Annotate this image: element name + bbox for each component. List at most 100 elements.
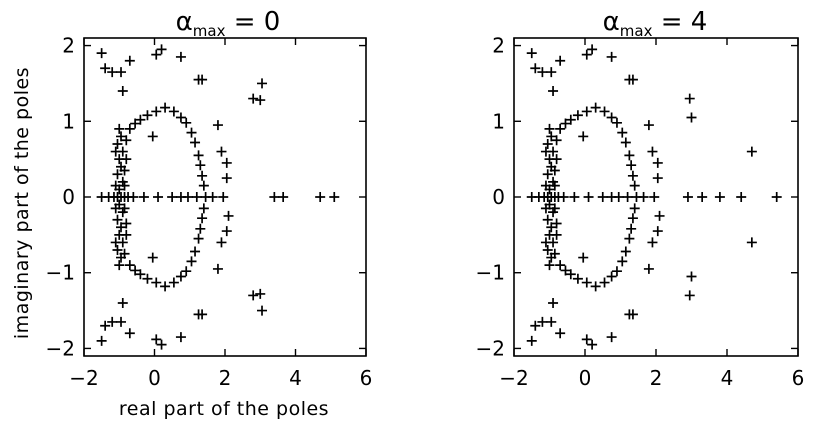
pole-point bbox=[124, 123, 135, 134]
pole-point bbox=[617, 127, 628, 138]
pole-point bbox=[329, 192, 340, 202]
pole-point bbox=[168, 277, 179, 288]
pole-point bbox=[167, 192, 178, 202]
pole-point bbox=[629, 203, 640, 214]
tick-labels-right: −2 0 2 4 6 −2 −1 0 1 2 bbox=[476, 34, 805, 390]
pole-point bbox=[544, 123, 555, 134]
pole-point bbox=[572, 273, 583, 284]
pole-point bbox=[558, 192, 569, 202]
pole-point bbox=[647, 146, 658, 157]
pole-point bbox=[195, 160, 206, 171]
pole-point bbox=[128, 192, 139, 202]
pole-point bbox=[572, 110, 583, 121]
pole-point bbox=[110, 180, 121, 191]
pole-point bbox=[315, 192, 326, 202]
pole-point bbox=[190, 246, 201, 257]
pole-point bbox=[530, 320, 541, 331]
pole-point bbox=[654, 210, 665, 221]
pole-point bbox=[135, 269, 146, 280]
title-subscript: max bbox=[620, 22, 653, 40]
pole-point bbox=[107, 316, 118, 327]
pole-point bbox=[551, 218, 562, 229]
pole-point bbox=[540, 203, 551, 214]
ticks-right bbox=[513, 38, 799, 356]
chart-panel-right: αmax = 4 −2 0 2 4 6 −2 −1 0 1 2 bbox=[476, 7, 805, 390]
pole-point bbox=[714, 192, 725, 202]
pole-point bbox=[599, 106, 610, 117]
x-tick-label: −2 bbox=[69, 366, 98, 390]
x-tick-label: 2 bbox=[219, 366, 232, 390]
pole-point bbox=[544, 260, 555, 271]
pole-point bbox=[195, 223, 206, 234]
pole-point bbox=[119, 248, 130, 259]
x-tick-label: 4 bbox=[721, 366, 734, 390]
pole-point bbox=[212, 263, 223, 274]
pole-point bbox=[638, 192, 649, 202]
pole-point bbox=[606, 271, 617, 282]
y-tick-label: 2 bbox=[492, 34, 505, 58]
pole-point bbox=[549, 180, 560, 191]
pole-point bbox=[181, 266, 192, 277]
x-tick-label: 6 bbox=[792, 366, 805, 390]
pole-point bbox=[587, 44, 598, 55]
pole-point bbox=[212, 120, 223, 131]
pole-point bbox=[548, 298, 559, 308]
pole-point bbox=[110, 237, 121, 248]
y-tick-label: 1 bbox=[62, 109, 75, 133]
pole-point bbox=[686, 271, 697, 282]
pole-point bbox=[116, 316, 127, 327]
pole-point bbox=[549, 165, 560, 176]
pole-point bbox=[278, 192, 289, 202]
y-tick-label: 1 bbox=[492, 109, 505, 133]
pole-point bbox=[168, 106, 179, 117]
pole-point bbox=[218, 192, 229, 202]
pole-point bbox=[269, 192, 280, 202]
points-left bbox=[96, 44, 340, 350]
pole-point bbox=[542, 214, 553, 225]
pole-point bbox=[153, 192, 164, 202]
x-tick-label: 4 bbox=[289, 366, 302, 390]
pole-point bbox=[100, 320, 111, 331]
pole-point bbox=[613, 192, 624, 202]
pole-point bbox=[121, 229, 132, 240]
pole-point bbox=[590, 281, 601, 292]
pole-point bbox=[160, 102, 171, 113]
pole-point bbox=[537, 316, 548, 327]
title-symbol: α bbox=[176, 7, 193, 37]
pole-point bbox=[121, 135, 132, 146]
pole-point bbox=[221, 157, 232, 168]
title-rest: = 0 bbox=[225, 7, 280, 37]
pole-point bbox=[530, 63, 541, 74]
pole-point bbox=[160, 281, 171, 292]
pole-point bbox=[643, 263, 654, 274]
pole-point bbox=[117, 86, 128, 96]
pole-point bbox=[684, 93, 695, 104]
pole-point bbox=[627, 309, 638, 320]
pole-point bbox=[197, 213, 208, 224]
pole-point bbox=[546, 222, 557, 233]
x-tick-label: 0 bbox=[148, 366, 161, 390]
pole-point bbox=[197, 309, 208, 320]
pole-point bbox=[624, 233, 635, 244]
pole-point bbox=[193, 150, 204, 161]
pole-point bbox=[599, 277, 610, 288]
pole-point bbox=[686, 112, 697, 123]
pole-point bbox=[627, 170, 638, 181]
pole-point bbox=[114, 123, 125, 134]
pole-point bbox=[578, 131, 589, 142]
y-tick-label: 2 bbox=[62, 34, 75, 58]
pole-point bbox=[736, 192, 747, 202]
pole-point bbox=[100, 63, 111, 74]
pole-point bbox=[191, 192, 202, 202]
points-right bbox=[526, 44, 782, 350]
pole-point bbox=[565, 269, 576, 280]
y-tick-label: −1 bbox=[46, 261, 75, 285]
pole-point bbox=[138, 192, 149, 202]
pole-point bbox=[581, 277, 592, 288]
pole-point bbox=[606, 112, 617, 123]
pole-point bbox=[542, 139, 553, 149]
pole-point bbox=[652, 226, 663, 237]
pole-point bbox=[627, 74, 638, 85]
pole-point bbox=[248, 290, 259, 301]
pole-point bbox=[627, 213, 638, 224]
